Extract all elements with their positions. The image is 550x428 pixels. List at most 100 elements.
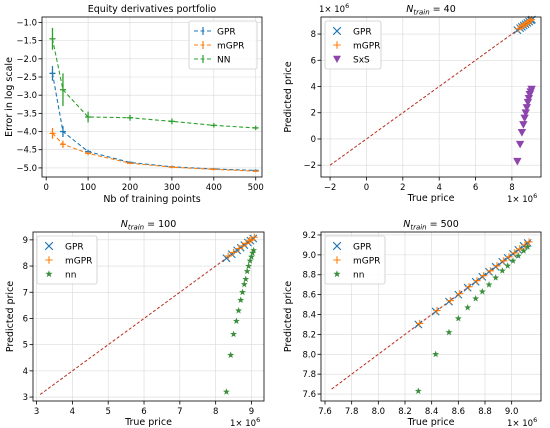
panel-ntrain-100: 3 4 5 6 7 8 9 3 4 5 6 7 8 9 Ntrain = 100 True price P… <box>5 219 265 428</box>
y-tick-label: −2 <box>303 161 316 171</box>
y-tick-label: 8.8 <box>302 271 316 281</box>
grid-lines <box>33 232 264 401</box>
y-tick-label: 6 <box>311 56 316 66</box>
data-point <box>240 280 248 288</box>
x-tick-label: −2 <box>324 183 337 193</box>
y-tick-label: 7 <box>23 288 28 298</box>
data-point <box>515 140 525 149</box>
plot-area <box>331 238 533 394</box>
x-tick-label: 400 <box>206 183 222 193</box>
x-tick-label: 4 <box>70 407 75 417</box>
x-tick-label: 6 <box>141 407 146 417</box>
legend-label: mGPR <box>353 42 380 52</box>
panel-error-vs-training: 0 100 200 300 400 500 −5.0 −4.5 −4.0 −3.5 −3.0 −2.5… <box>4 4 264 205</box>
legend-box <box>324 235 386 285</box>
title-main: N <box>406 4 413 15</box>
y-axis-label: Predicted price <box>283 61 294 132</box>
legend-box <box>36 235 98 285</box>
data-point <box>454 314 462 322</box>
x-tick-label: 8.0 <box>372 407 386 417</box>
data-point <box>498 267 506 274</box>
data-point <box>517 23 525 31</box>
data-point <box>236 243 245 252</box>
x-tick-label: 5 <box>105 407 110 417</box>
x-axis-label: Nb of training points <box>103 194 200 205</box>
panel-ntrain-500: 7.6 7.8 8.0 8.2 8.4 8.6 8.8 9.0 7.6 7.8 8.0 8.2 8.4 8… <box>283 219 542 428</box>
y-tick-label: −1.0 <box>16 18 37 28</box>
axes-frame <box>41 16 263 178</box>
legend: GPR mGPR nn <box>324 235 386 285</box>
legend-marker <box>45 256 53 264</box>
diagonal-overlay <box>39 236 256 395</box>
x-tick-label: 7.6 <box>318 407 332 417</box>
y-axis-label: Predicted price <box>5 281 16 352</box>
data-point <box>248 253 255 260</box>
y-tick-label: 5 <box>23 341 28 351</box>
x-tick-label: 300 <box>164 183 180 193</box>
x-multiplier-one: 1 <box>230 419 235 428</box>
data-point <box>520 114 529 123</box>
axis-ticks: 7.6 7.8 8.0 8.2 8.4 8.6 8.8 9.0 7.6 7.8 8.0 8.2 8.4 8… <box>302 231 518 417</box>
data-point <box>472 295 480 302</box>
y-tick-label: −1.5 <box>16 37 37 47</box>
x-tick-label: 7 <box>177 407 182 417</box>
x-multiplier: 1× 106 <box>507 192 537 205</box>
title-subscript: train <box>413 9 429 17</box>
legend-label: GPR <box>353 28 372 38</box>
data-point <box>523 98 533 107</box>
axis-ticks: 3 4 5 6 7 8 9 3 4 5 6 7 8 9 <box>23 236 255 417</box>
data-point <box>235 307 242 314</box>
y-multiplier-base: × 10 <box>324 5 345 15</box>
x-tick-label: 8 <box>213 407 218 417</box>
data-point <box>245 262 253 269</box>
y-tick-label: −4.0 <box>16 128 37 138</box>
data-point <box>456 290 464 298</box>
legend: GPR mGPR SxS <box>324 20 382 70</box>
x-axis-label: True price <box>407 193 455 204</box>
data-point <box>222 388 230 395</box>
y-tick-label: −4.5 <box>16 146 37 156</box>
data-point <box>522 104 532 112</box>
x-multiplier-one: 1 <box>507 195 512 205</box>
x-tick-label: 8.6 <box>452 407 466 417</box>
x-multiplier-exp: 6 <box>256 416 260 424</box>
y-tick-label: −3.0 <box>16 91 37 101</box>
data-point <box>524 243 532 250</box>
x-axis-label: True price <box>407 417 455 428</box>
legend-marker <box>332 241 342 251</box>
data-point <box>471 277 480 286</box>
x-tick-label: 0 <box>43 183 48 193</box>
chart-title: Ntrain = 500 <box>403 219 459 232</box>
legend-marker <box>333 270 341 278</box>
legend-label: NN <box>217 56 230 66</box>
y-multiplier-one: 1 <box>319 5 324 15</box>
plot-area <box>329 15 536 166</box>
diagonal-overlay <box>331 239 532 390</box>
x-tick-label: 6 <box>473 183 478 193</box>
legend-marker <box>45 270 53 278</box>
y-tick-label: 4 <box>23 367 28 377</box>
x-multiplier-one: 1 <box>507 419 512 428</box>
x-tick-label: 8 <box>509 183 514 193</box>
data-point <box>246 257 254 264</box>
data-point <box>514 252 522 259</box>
title-rest: = 100 <box>144 219 176 230</box>
plot-area <box>39 233 258 395</box>
legend-label: mGPR <box>353 257 380 267</box>
data-point <box>246 237 254 245</box>
x-multiplier-base: × 10 <box>512 195 533 205</box>
axes-frame <box>32 231 265 402</box>
data-point <box>229 248 238 257</box>
legend-marker <box>333 256 341 264</box>
x-tick-label: 0 <box>364 183 369 193</box>
x-tick-label: 7.8 <box>345 407 359 417</box>
data-point <box>414 387 422 394</box>
legend-marker <box>333 55 341 63</box>
legend-label: GPR <box>217 28 236 38</box>
data-point <box>521 109 530 117</box>
data-point <box>509 257 517 264</box>
x-tick-label: 2 <box>400 183 405 193</box>
x-multiplier: 1× 106 <box>507 416 537 428</box>
title-subscript: train <box>410 224 426 232</box>
